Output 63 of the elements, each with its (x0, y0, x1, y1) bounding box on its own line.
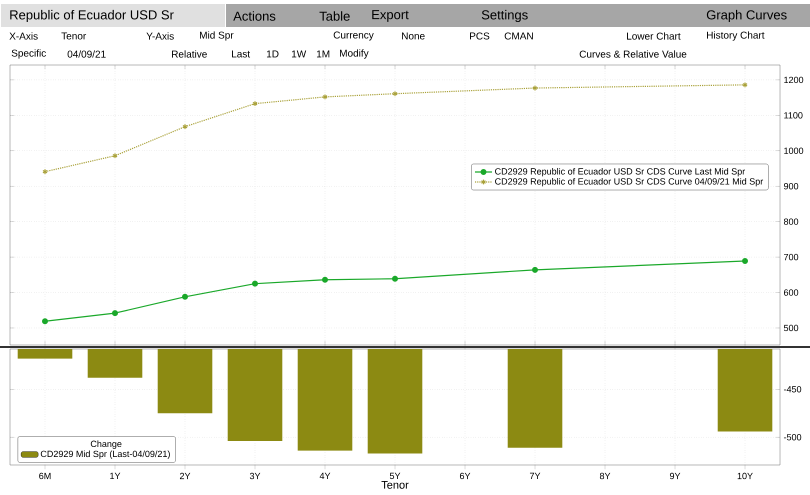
y-tick-label: -450 (784, 386, 802, 392)
text: PCS (470, 32, 490, 40)
legend-label: CD2929 Mid Spr (Last-04/09/21) (40, 450, 170, 459)
y-tick-label: 500 (784, 324, 798, 332)
point (742, 258, 748, 264)
text: Y-Axis (146, 32, 174, 40)
text: Tenor (61, 32, 86, 40)
text: 1D (266, 50, 279, 58)
y-tick-label: 1100 (784, 112, 803, 119)
point (322, 276, 328, 283)
point (112, 310, 118, 316)
x-tick-label: 6M (39, 472, 51, 480)
point (42, 318, 48, 324)
x-tick-label: 5Y (390, 472, 400, 480)
point (182, 124, 188, 130)
text: 1W (292, 50, 306, 58)
x-tick-label: 4Y (320, 472, 330, 479)
x-tick-label: 1Y (110, 472, 120, 479)
text: 1M (316, 50, 330, 58)
legend-title: Change (90, 440, 122, 449)
text: Table (320, 11, 350, 21)
y-tick-label: 800 (784, 218, 798, 225)
point (42, 168, 48, 175)
point (532, 266, 538, 273)
x-tick-label: 2Y (180, 472, 190, 480)
text: Modify (340, 49, 369, 59)
point (392, 276, 398, 282)
point (392, 90, 398, 97)
y-tick-label: 1000 (784, 148, 804, 154)
text: Currency (334, 31, 374, 41)
text: Settings (482, 10, 528, 22)
text: Curves & Relative Value (580, 50, 686, 58)
y-tick-label: -500 (784, 434, 802, 440)
point (252, 280, 258, 287)
x-tick-label: 6Y (460, 472, 470, 480)
text: Mid Spr (200, 31, 234, 41)
y-tick-label: 1200 (784, 76, 804, 84)
y-tick-label: 700 (784, 254, 798, 260)
x-tick-label: 3Y (250, 472, 260, 480)
point (112, 152, 118, 159)
x-tick-label: 8Y (600, 472, 610, 480)
text: None (402, 32, 425, 40)
text: Specific (12, 49, 46, 59)
point (182, 294, 188, 300)
x-tick-label: 7Y (530, 472, 540, 479)
y-tick-label: 900 (784, 183, 798, 190)
x-axis-title: Tenor (382, 481, 409, 489)
text: X-Axis (9, 32, 38, 40)
text: Lower Chart (627, 32, 681, 40)
text: History Chart (707, 31, 764, 41)
legend-label: CD2929 Republic of Ecuador USD Sr CDS Curve 04/09/21 Mid Spr (495, 178, 764, 186)
legend-label: CD2929 Republic of Ecuador USD Sr CDS Curve Last Mid Spr (495, 168, 746, 176)
text: Actions (233, 11, 276, 21)
text: Relative (172, 50, 207, 58)
text: Export (372, 10, 409, 22)
text: 04/09/21 (68, 50, 106, 58)
chart-title: Republic of Ecuador USD Sr (10, 10, 174, 22)
y-tick-label: 600 (784, 289, 798, 296)
x-tick-label: 9Y (670, 472, 680, 480)
text: Last (232, 50, 250, 58)
text: CMAN (504, 32, 533, 40)
text: Graph Curves (706, 10, 787, 22)
x-tick-label: 10Y (738, 472, 753, 480)
